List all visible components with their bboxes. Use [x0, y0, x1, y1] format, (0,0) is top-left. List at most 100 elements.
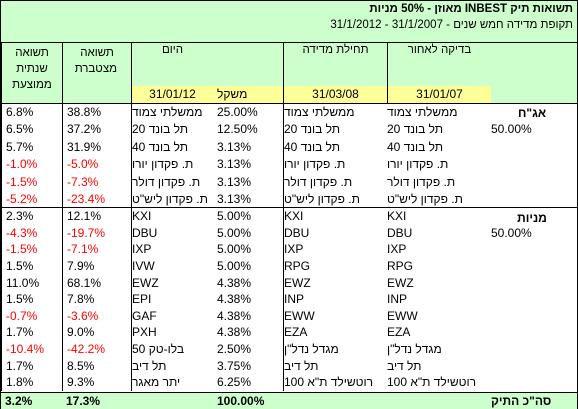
cell-end: תל בונד 20 — [131, 120, 213, 138]
cell-cum: -5.0% — [62, 155, 131, 173]
cell-end: DBU — [131, 224, 213, 242]
header-end: היום 31/01/12 — [131, 43, 213, 103]
cell-end: EWZ — [131, 274, 213, 291]
cell-end: EPI — [131, 291, 213, 308]
cell-category — [491, 191, 577, 209]
cell-ann: -5.2% — [1, 190, 62, 208]
section-label: מניות — [517, 211, 547, 225]
table-row: EWZ EWZ 4.38% EWZ 68.1% 11.0% — [1, 274, 577, 291]
cell-weight: 5.00% — [217, 259, 252, 274]
header-end-date: 31/01/12 — [132, 86, 213, 103]
cell-category — [491, 173, 577, 191]
cell-category — [491, 156, 577, 174]
cell-weight: 4.38% — [217, 292, 252, 307]
table-row: מגדל נדל"ן מגדל נדל"ן 2.50% בלו-טק 50 -42.2%… — [1, 340, 577, 358]
cell-ann: -1.5% — [1, 241, 62, 258]
cell-cum: 7.9% — [62, 257, 131, 275]
cell-start: EWZ — [387, 275, 414, 290]
table-row: EZA EZA 4.38% PXH 9.0% 1.7% — [1, 324, 577, 341]
header-category — [491, 43, 577, 103]
cell-end: ת. פקדון ליש"ט — [131, 190, 213, 208]
section-pct: 50.00% — [491, 225, 532, 240]
cell-start: EZA — [387, 325, 411, 340]
cell-ann: -0.7% — [1, 307, 62, 325]
cell-weight: 3.13% — [217, 192, 252, 207]
cell-cum: 31.9% — [62, 138, 131, 156]
table-row: 50.00% DBU DBU 5.00% DBU -19.7% -4.3% — [1, 224, 577, 242]
cell-cum: 9.0% — [62, 324, 131, 341]
cell-end: ממשלתי צמוד — [131, 103, 213, 121]
cell-mid: ת. פקדון דולר — [283, 173, 387, 191]
header-start: בדיקה לאחור 31/01/07 — [387, 43, 491, 103]
header-mid-date: 31/03/08 — [284, 86, 387, 103]
cell-start: EWW — [387, 308, 418, 323]
cell-mid: ת. פקדון יורו — [283, 155, 387, 173]
cell-cum: 12.1% — [62, 208, 131, 225]
header-weight: משקל — [213, 43, 283, 103]
section-pct: 50.00% — [491, 122, 532, 137]
cell-cum: 37.2% — [62, 120, 131, 138]
cell-cum: -42.2% — [62, 340, 131, 358]
table-row: מניות KXI KXI 5.00% KXI 12.1% 2.3% — [1, 208, 577, 225]
header-annual-label: תשואה שנתית ממוצעת — [12, 47, 52, 91]
cell-start: רוטשילד ת"א 100 — [387, 375, 477, 390]
cell-start: KXI — [387, 209, 407, 224]
cell-category — [491, 357, 577, 374]
title-main: תשואות תיק INBEST מאוזן - 50% מניות — [369, 3, 573, 15]
sheet-title: תשואות תיק INBEST מאוזן - 50% מניות תקופ… — [1, 1, 577, 42]
total-cumulative: 17.3% — [66, 394, 101, 408]
cell-ann: 1.5% — [1, 257, 62, 275]
cell-start: INP — [387, 292, 408, 307]
cell-mid: KXI — [283, 208, 387, 225]
cell-end: תל בונד 40 — [131, 138, 213, 156]
cell-ann: -1.5% — [1, 173, 62, 191]
cell-start: ממשלתי צמוד — [387, 104, 458, 119]
cell-end: IVW — [131, 257, 213, 275]
table-row: IXP IXP 5.00% IXP -7.1% -1.5% — [1, 241, 577, 258]
cell-mid: תל בונד 40 — [283, 138, 387, 156]
cell-weight: 5.00% — [217, 242, 252, 257]
total-annual: 3.2% — [5, 394, 33, 408]
cell-category — [491, 291, 577, 308]
cell-mid: EWW — [283, 307, 387, 325]
cell-start: RPG — [387, 259, 414, 274]
header-end-label: היום — [161, 44, 184, 56]
cell-start: תל בונד 20 — [387, 122, 444, 137]
total-start — [387, 393, 491, 409]
cell-weight: 3.13% — [217, 174, 252, 189]
total-row: סה"כ התיק 100.00% 17.3% 3.2% — [1, 392, 577, 409]
cell-ann: -1.0% — [1, 155, 62, 173]
cell-weight: 3.75% — [217, 358, 252, 373]
cell-category — [491, 341, 577, 358]
cell-category: 50.00% — [491, 225, 577, 242]
table-row: RPG RPG 5.00% IVW 7.9% 1.5% — [1, 257, 577, 275]
cell-end: GAF — [131, 307, 213, 325]
cell-ann: 1.7% — [1, 324, 62, 341]
cell-category — [491, 241, 577, 258]
cell-weight: 3.13% — [217, 139, 252, 154]
table-row: INP INP 4.38% EPI 7.8% 1.5% — [1, 291, 577, 308]
cell-start: DBU — [387, 225, 413, 240]
header-mid: תחילת מדידה 31/03/08 — [283, 43, 387, 103]
table-row: ת. פקדון ליש"ט ת. פקדון ליש"ט 3.13% ת. פקדו… — [1, 190, 577, 209]
cell-end: יתר מאגר — [131, 374, 213, 391]
table-row: תל דיב תל דיב 3.75% תל דיב 8.5% 1.7% — [1, 357, 577, 374]
header-weight-label: משקל — [213, 86, 283, 103]
cell-weight: 4.38% — [217, 275, 252, 290]
cell-category — [491, 274, 577, 291]
cell-start: ת. פקדון דולר — [387, 174, 456, 189]
title-period: תקופת מדידה חמש שנים - 31/1/2007 - 31/1/… — [330, 19, 573, 31]
total-mid — [283, 393, 387, 409]
header-mid-label: תחילת מדידה — [302, 44, 369, 56]
table-row: EWW EWW 4.38% GAF -3.6% -0.7% — [1, 307, 577, 325]
cell-mid: ממשלתי צמוד — [283, 103, 387, 121]
cell-mid: EZA — [283, 324, 387, 341]
cell-mid: מגדל נדל"ן — [283, 340, 387, 358]
cell-mid: EWZ — [283, 274, 387, 291]
cell-start: תל דיב — [387, 358, 422, 373]
cell-ann: 2.3% — [1, 208, 62, 225]
cell-category: אג"ח — [491, 103, 577, 121]
cell-category — [491, 374, 577, 391]
cell-ann: 5.7% — [1, 138, 62, 156]
